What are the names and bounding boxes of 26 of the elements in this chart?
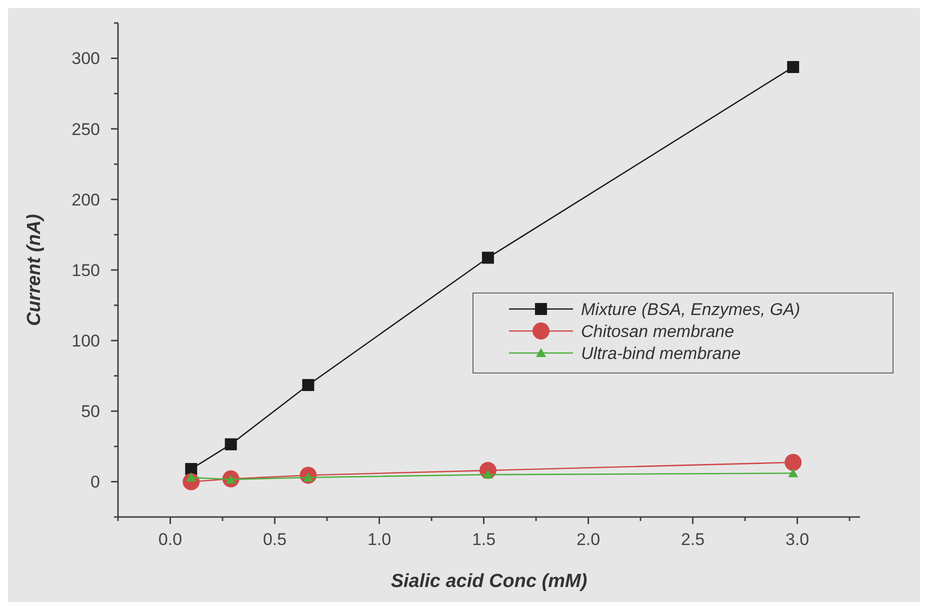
x-axis-title: Sialic acid Conc (mM)	[390, 571, 588, 592]
y-tick-label: 100	[72, 332, 100, 351]
x-tick-label: 2.5	[680, 530, 705, 549]
legend-label: Mixture (BSA, Enzymes, GA)	[581, 300, 800, 319]
x-tick-label: 0.5	[262, 530, 287, 549]
x-tick-label: 2.0	[576, 530, 600, 549]
x-tick-label: 1.5	[472, 530, 496, 549]
point	[787, 61, 800, 74]
point	[302, 379, 314, 392]
x-tick-label: 0.0	[158, 530, 182, 549]
point	[784, 454, 802, 471]
legend-label: Ultra-bind membrane	[581, 344, 741, 363]
legend-label: Chitosan membrane	[581, 322, 734, 341]
point	[185, 463, 198, 476]
point	[482, 252, 494, 264]
y-axis-title: Current (nA)	[24, 214, 45, 326]
x-tick-label: 1.0	[367, 530, 392, 549]
y-tick-label: 300	[72, 49, 100, 68]
y-tick-label: 50	[81, 402, 100, 422]
y-tick-label: 200	[72, 190, 100, 210]
y-tick-label: 250	[72, 120, 100, 139]
point	[788, 468, 798, 478]
x-tick-label: 3.0	[785, 530, 810, 549]
point	[224, 438, 237, 450]
y-tick-label: 0	[90, 472, 100, 492]
y-tick-label: 150	[72, 260, 100, 280]
